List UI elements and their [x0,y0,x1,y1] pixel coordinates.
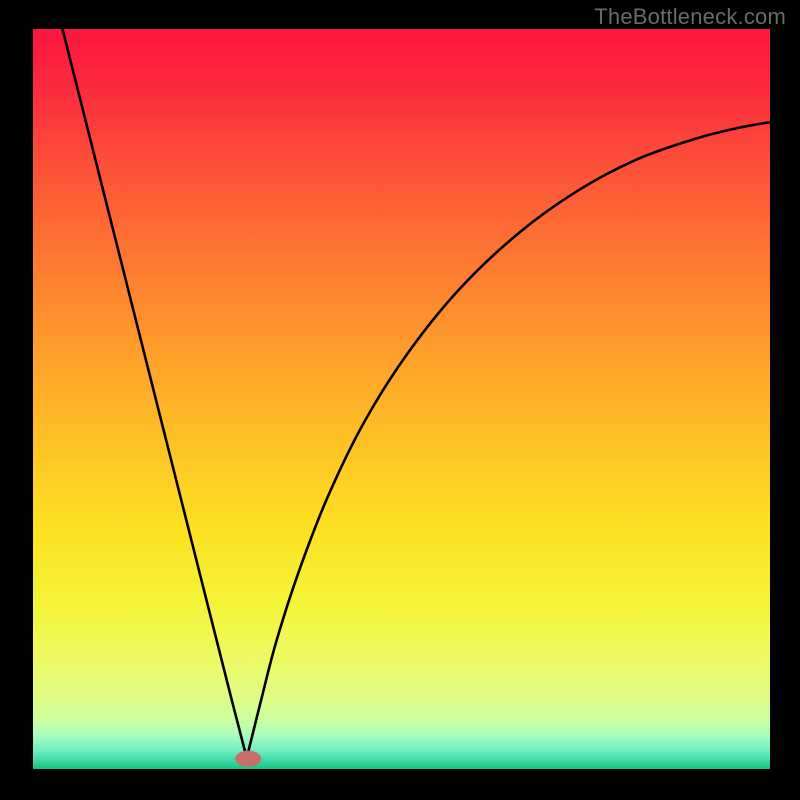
plot-background [33,29,770,769]
watermark-text: TheBottleneck.com [594,4,786,30]
chart-container: TheBottleneck.com [0,0,800,800]
vertex-marker [235,751,261,767]
bottleneck-chart [0,0,800,800]
